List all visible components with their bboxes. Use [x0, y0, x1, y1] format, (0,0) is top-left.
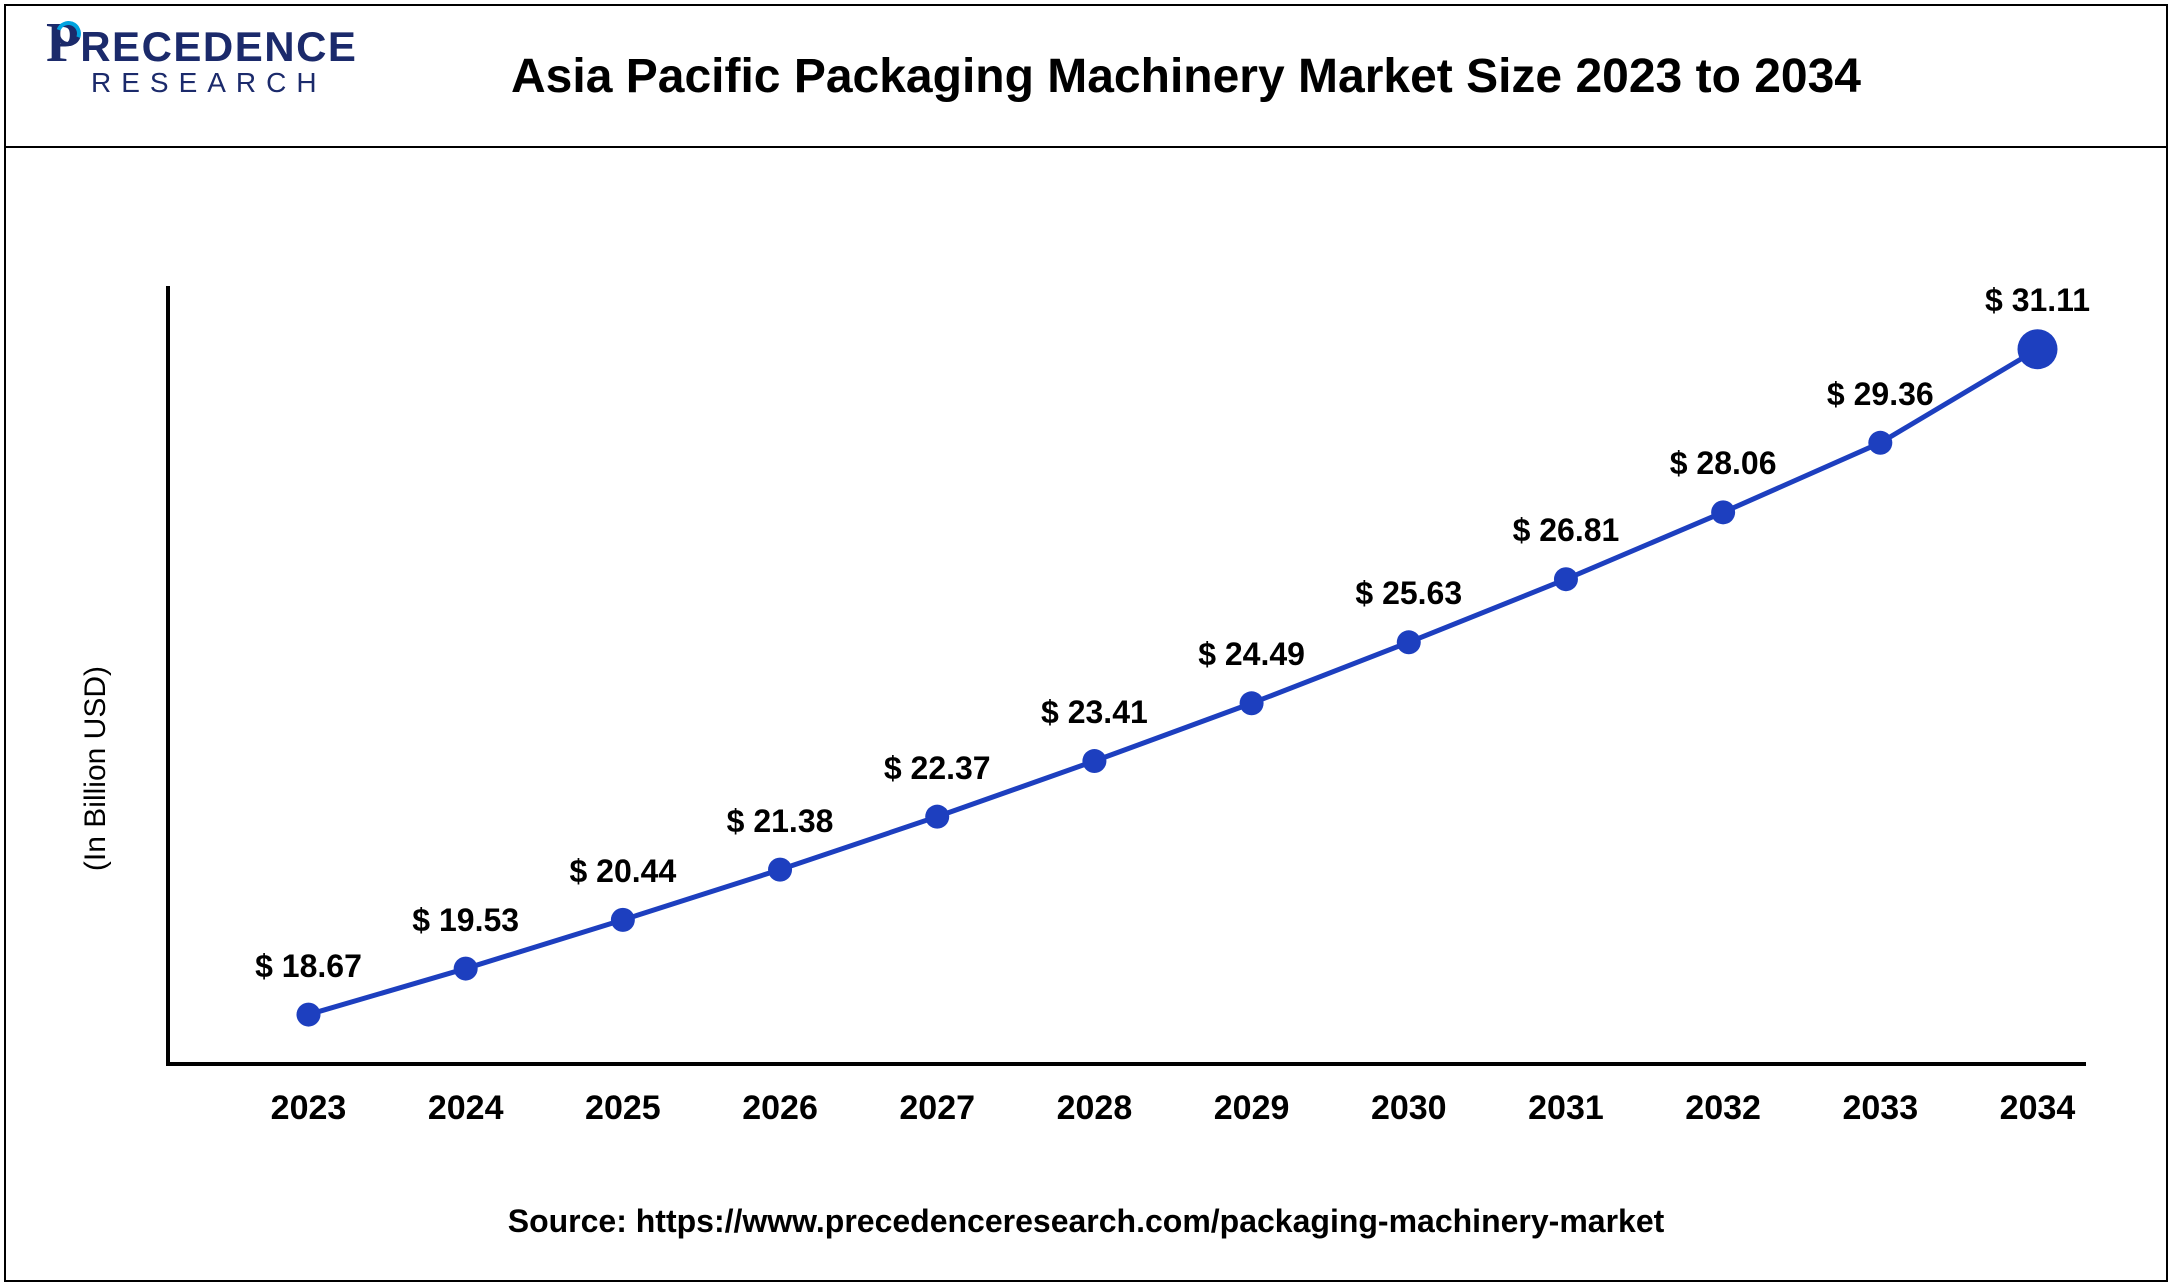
data-label: $ 21.38	[727, 803, 834, 840]
data-label: $ 23.41	[1041, 694, 1148, 731]
x-tick: 2028	[1057, 1089, 1133, 1128]
data-marker	[768, 858, 792, 882]
x-tick: 2024	[428, 1089, 504, 1128]
data-label: $ 19.53	[412, 902, 519, 939]
data-marker	[611, 908, 635, 932]
x-tick: 2029	[1214, 1089, 1290, 1128]
header-bar: P RECEDENCE RESEARCH Asia Pacific Packag…	[6, 6, 2166, 148]
x-tick: 2026	[742, 1089, 818, 1128]
data-label: $ 24.49	[1198, 636, 1305, 673]
x-tick: 2027	[899, 1089, 975, 1128]
data-label: $ 26.81	[1513, 512, 1620, 549]
x-tick: 2033	[1842, 1089, 1918, 1128]
x-tick: 2031	[1528, 1089, 1604, 1128]
data-marker	[1868, 431, 1892, 455]
logo-sub-text: RESEARCH	[91, 67, 357, 99]
plot-box: $ 18.672023$ 19.532024$ 20.442025$ 21.38…	[166, 286, 2066, 1066]
data-marker	[1082, 749, 1106, 773]
data-label: $ 22.37	[884, 750, 991, 787]
data-marker	[1554, 567, 1578, 591]
data-marker	[2018, 329, 2058, 369]
logo: P RECEDENCE RESEARCH	[46, 20, 357, 99]
data-label: $ 18.67	[255, 948, 362, 985]
x-tick: 2023	[271, 1089, 347, 1128]
data-label: $ 31.11	[1985, 282, 2090, 319]
data-marker	[297, 1003, 321, 1027]
data-marker	[1397, 630, 1421, 654]
x-tick: 2032	[1685, 1089, 1761, 1128]
data-marker	[454, 957, 478, 981]
data-label: $ 29.36	[1827, 376, 1934, 413]
line-chart-svg	[166, 286, 2066, 1066]
chart-area: (In Billion USD) $ 18.672023$ 19.532024$…	[106, 186, 2106, 1146]
x-tick: 2030	[1371, 1089, 1447, 1128]
data-label: $ 20.44	[569, 853, 676, 890]
data-label: $ 28.06	[1670, 445, 1777, 482]
data-marker	[925, 805, 949, 829]
x-tick: 2025	[585, 1089, 661, 1128]
chart-frame: P RECEDENCE RESEARCH Asia Pacific Packag…	[4, 4, 2168, 1282]
data-marker	[1711, 500, 1735, 524]
x-tick: 2034	[2000, 1089, 2076, 1128]
logo-mark: P	[46, 20, 80, 68]
data-label: $ 25.63	[1355, 575, 1462, 612]
y-axis-label: (In Billion USD)	[79, 666, 113, 871]
source-text: Source: https://www.precedenceresearch.c…	[6, 1203, 2166, 1240]
data-marker	[1240, 691, 1264, 715]
logo-main-text: RECEDENCE	[80, 23, 357, 71]
